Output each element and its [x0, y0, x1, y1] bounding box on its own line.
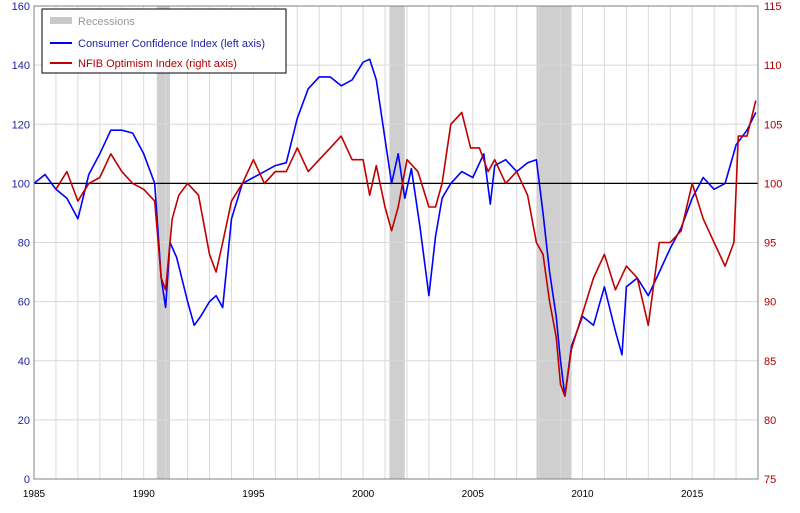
left-axis-tick-label: 120 [12, 119, 30, 131]
right-axis-tick-label: 90 [764, 297, 776, 309]
right-axis-tick-label: 105 [764, 119, 782, 131]
left-axis-tick-label: 100 [12, 178, 30, 190]
left-axis-tick-label: 40 [18, 356, 30, 368]
x-axis-tick-label: 1990 [133, 489, 156, 500]
legend-label-consumer-confidence: Consumer Confidence Index (left axis) [78, 38, 265, 50]
x-axis-tick-label: 2015 [681, 489, 704, 500]
left-axis-tick-label: 160 [12, 1, 30, 13]
right-axis-tick-label: 75 [764, 474, 776, 486]
legend-label-nfib: NFIB Optimism Index (right axis) [78, 58, 237, 70]
right-axis-tick-label: 110 [764, 60, 782, 72]
right-axis-tick-label: 95 [764, 238, 776, 250]
legend-swatch-recessions [50, 17, 72, 24]
right-axis-ticks: 75 80 85 90 95 100 105 110 115 [764, 1, 782, 486]
x-axis-ticks: 1985 1990 1995 2000 2005 2010 2015 [23, 489, 704, 500]
x-axis-tick-label: 1985 [23, 489, 46, 500]
x-axis-tick-label: 2010 [571, 489, 594, 500]
left-axis-tick-label: 140 [12, 60, 30, 72]
series-nfib-optimism-line [55, 100, 757, 398]
series-lines [33, 58, 757, 398]
x-axis-tick-label: 2005 [462, 489, 485, 500]
x-axis-tick-label: 2000 [352, 489, 375, 500]
plot-frame [33, 5, 759, 480]
series-consumer-confidence-line [33, 58, 757, 398]
left-axis-ticks: 0 20 40 60 80 100 120 140 160 [12, 1, 30, 486]
x-axis-tick-label: 1995 [242, 489, 265, 500]
right-axis-tick-label: 100 [764, 178, 782, 190]
right-axis-tick-label: 115 [764, 1, 782, 13]
legend: Recessions Consumer Confidence Index (le… [41, 8, 287, 74]
right-axis-tick-label: 85 [764, 356, 776, 368]
left-axis-tick-label: 60 [18, 297, 30, 309]
legend-label-recessions: Recessions [78, 16, 135, 28]
legend-box [41, 8, 287, 74]
left-axis-tick-label: 80 [18, 238, 30, 250]
right-axis-tick-label: 80 [764, 415, 776, 427]
left-axis-tick-label: 20 [18, 415, 30, 427]
left-axis-tick-label: 0 [24, 474, 30, 486]
